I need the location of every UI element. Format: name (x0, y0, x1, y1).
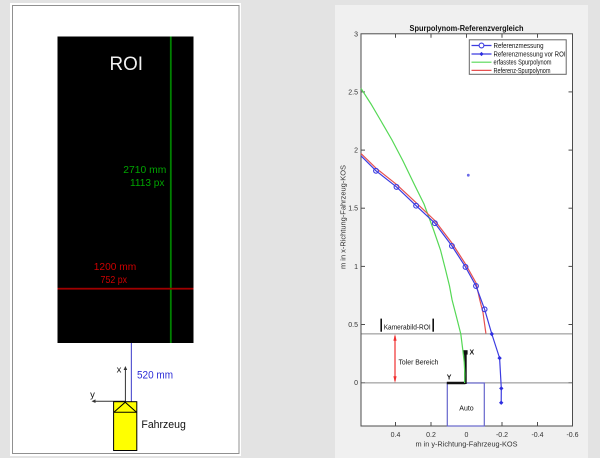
svg-text:752 px: 752 px (101, 274, 128, 286)
svg-text:Y: Y (447, 375, 452, 382)
svg-text:0.2: 0.2 (426, 432, 436, 439)
svg-text:0: 0 (465, 432, 469, 439)
svg-text:Fahrzeug: Fahrzeug (141, 419, 186, 431)
svg-text:ROI: ROI (110, 54, 144, 75)
svg-text:-0.4: -0.4 (531, 432, 543, 439)
svg-text:m in y-Richtung-Fahrzeug-KOS: m in y-Richtung-Fahrzeug-KOS (416, 440, 518, 449)
svg-text:Kamerabild-ROI: Kamerabild-ROI (384, 324, 431, 331)
svg-text:y: y (90, 389, 95, 400)
svg-text:2: 2 (354, 148, 358, 155)
svg-text:0.5: 0.5 (348, 322, 358, 329)
svg-text:x: x (117, 364, 122, 375)
svg-text:-0.6: -0.6 (566, 432, 578, 439)
svg-text:1113 px: 1113 px (130, 177, 165, 189)
svg-text:0.4: 0.4 (391, 432, 401, 439)
svg-text:Referenzmessung: Referenzmessung (494, 43, 544, 50)
svg-text:Referenz-Spurpolynom: Referenz-Spurpolynom (494, 68, 551, 75)
svg-text:0: 0 (354, 380, 358, 387)
svg-text:Toler Bereich: Toler Bereich (399, 360, 439, 367)
svg-text:Auto: Auto (459, 405, 474, 412)
svg-text:520 mm: 520 mm (137, 369, 173, 381)
svg-text:X: X (470, 350, 475, 357)
svg-text:Spurpolynom-Referenzvergleich: Spurpolynom-Referenzvergleich (410, 24, 524, 33)
svg-text:2.5: 2.5 (348, 89, 358, 96)
svg-text:3: 3 (354, 31, 358, 38)
svg-text:m in x-Richtung-Fahrzeug-KOS: m in x-Richtung-Fahrzeug-KOS (339, 165, 348, 269)
svg-text:2710 mm: 2710 mm (123, 164, 166, 176)
svg-text:1.5: 1.5 (348, 206, 358, 213)
svg-text:erfasstes Spurpolynom: erfasstes Spurpolynom (494, 60, 552, 67)
svg-text:-0.2: -0.2 (496, 432, 508, 439)
svg-text:1200 mm: 1200 mm (94, 261, 137, 273)
svg-text:Referenzmessung vor ROI: Referenzmessung vor ROI (494, 52, 566, 59)
svg-text:1: 1 (354, 264, 358, 271)
